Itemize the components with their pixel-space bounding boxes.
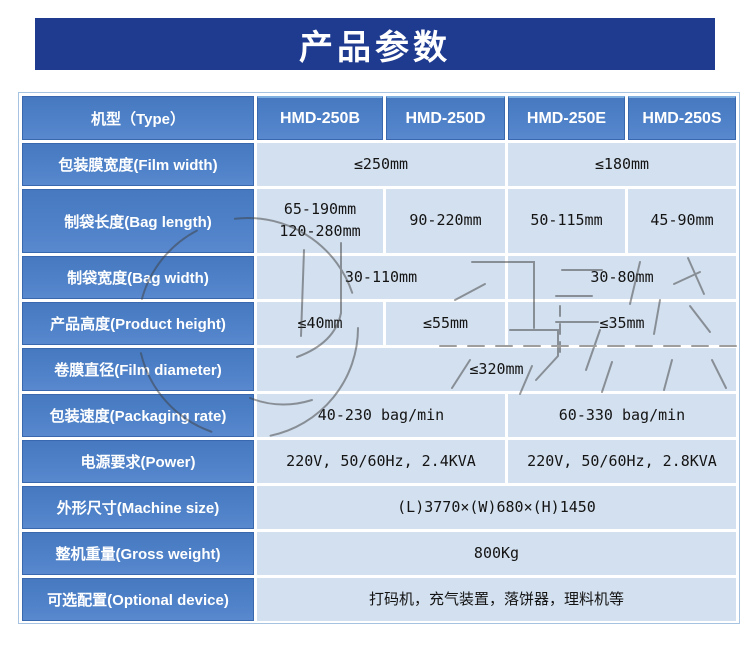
spec-value-cell: 60-330 bag/min <box>508 394 736 437</box>
spec-table: 机型（Type） HMD-250B HMD-250D HMD-250E HMD-250S… <box>19 93 739 624</box>
table-row: 产品高度(Product height) ≤40mm ≤55mm ≤35mm <box>22 302 736 345</box>
spec-value-cell: 50-115mm <box>508 189 625 253</box>
spec-value-cell: ≤35mm <box>508 302 736 345</box>
row-label: 包装膜宽度(Film width) <box>22 143 254 186</box>
row-label: 整机重量(Gross weight) <box>22 532 254 575</box>
model-header: HMD-250S <box>628 96 736 140</box>
page-title: 产品参数 <box>299 28 451 67</box>
model-header: HMD-250E <box>508 96 625 140</box>
spec-value-cell: ≤250mm <box>257 143 505 186</box>
row-label: 卷膜直径(Film diameter) <box>22 348 254 391</box>
spec-value-cell: 220V, 50/60Hz, 2.8KVA <box>508 440 736 483</box>
table-row: 整机重量(Gross weight) 800Kg <box>22 532 736 575</box>
row-label: 电源要求(Power) <box>22 440 254 483</box>
row-label: 产品高度(Product height) <box>22 302 254 345</box>
spec-value-cell: 800Kg <box>257 532 736 575</box>
page-title-banner: 产品参数 <box>35 18 715 70</box>
row-label: 可选配置(Optional device) <box>22 578 254 621</box>
table-header-row: 机型（Type） HMD-250B HMD-250D HMD-250E HMD-250S <box>22 96 736 140</box>
spec-value-cell: 220V, 50/60Hz, 2.4KVA <box>257 440 505 483</box>
spec-value-cell: 45-90mm <box>628 189 736 253</box>
spec-value-cell: 90-220mm <box>386 189 505 253</box>
table-row: 电源要求(Power) 220V, 50/60Hz, 2.4KVA 220V, 50… <box>22 440 736 483</box>
row-label: 制袋宽度(Bag width) <box>22 256 254 299</box>
spec-value-cell: ≤320mm <box>257 348 736 391</box>
spec-value-cell: 30-80mm <box>508 256 736 299</box>
spec-value-line: 120-280mm <box>279 222 361 240</box>
table-row: 包装速度(Packaging rate) 40-230 bag/min 60-330… <box>22 394 736 437</box>
spec-value-cell: ≤55mm <box>386 302 505 345</box>
table-row: 制袋宽度(Bag width) 30-110mm 30-80mm <box>22 256 736 299</box>
spec-table-container: 机型（Type） HMD-250B HMD-250D HMD-250E HMD-250S… <box>18 92 740 624</box>
spec-value-cell: 40-230 bag/min <box>257 394 505 437</box>
row-label: 制袋长度(Bag length) <box>22 189 254 253</box>
row-label: 包装速度(Packaging rate) <box>22 394 254 437</box>
spec-value-cell: 30-110mm <box>257 256 505 299</box>
table-row: 卷膜直径(Film diameter) ≤320mm <box>22 348 736 391</box>
table-row: 外形尺寸(Machine size) (L)3770×(W)680×(H)1450 <box>22 486 736 529</box>
model-header: HMD-250D <box>386 96 505 140</box>
table-row: 制袋长度(Bag length) 65-190mm 120-280mm 90-220m… <box>22 189 736 253</box>
spec-value-line: 65-190mm <box>283 200 357 219</box>
table-row: 包装膜宽度(Film width) ≤250mm ≤180mm <box>22 143 736 186</box>
spec-value-cell: ≤180mm <box>508 143 736 186</box>
spec-value-cell: (L)3770×(W)680×(H)1450 <box>257 486 736 529</box>
row-label-type: 机型（Type） <box>22 96 254 140</box>
table-row: 可选配置(Optional device) 打码机，充气装置，落饼器，理料机等 <box>22 578 736 621</box>
row-label: 外形尺寸(Machine size) <box>22 486 254 529</box>
spec-value-cell: 65-190mm 120-280mm <box>257 189 383 253</box>
model-header: HMD-250B <box>257 96 383 140</box>
spec-value-cell: ≤40mm <box>257 302 383 345</box>
spec-value-cell: 打码机，充气装置，落饼器，理料机等 <box>257 578 736 621</box>
